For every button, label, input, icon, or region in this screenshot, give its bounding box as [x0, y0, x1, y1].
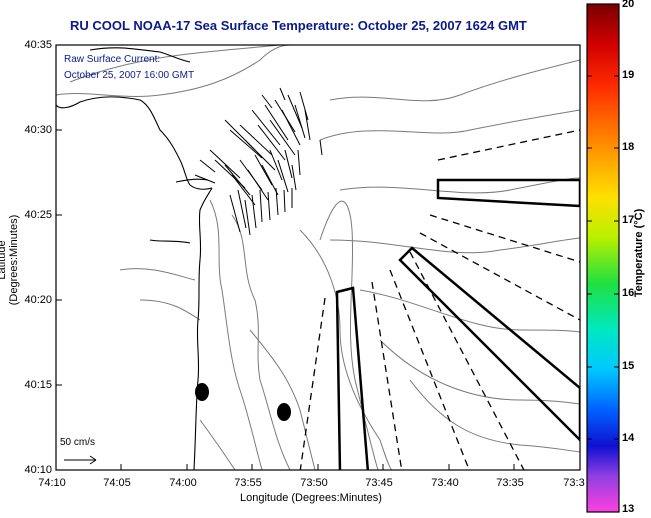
x-tick-label: 73:55 — [234, 477, 262, 489]
current-vectors — [194, 87, 323, 236]
colorbar-tick: 20 — [622, 0, 635, 10]
colorbar-tick: 19 — [622, 69, 635, 81]
x-tick-label: 73:35 — [496, 477, 524, 489]
bathymetry-contours — [56, 45, 580, 470]
colorbar-tick: 13 — [622, 503, 635, 515]
y-tick-label: 40:25 — [24, 209, 52, 221]
buoy-marker — [277, 403, 291, 421]
y-tick-label: 40:35 — [24, 39, 52, 51]
x-tick-label: 74:05 — [103, 477, 131, 489]
x-tick-label: 73:40 — [431, 477, 459, 489]
colorbar-label: Temperature (°C) — [633, 208, 645, 298]
x-tick-label: 73:3 — [563, 477, 585, 489]
x-axis-label: Longitude (Degrees:Minutes) — [240, 492, 382, 504]
colorbar — [586, 3, 620, 513]
y-tick-label: 40:30 — [24, 124, 52, 136]
scale-label: 50 cm/s — [60, 437, 96, 448]
radar-beam-edges — [299, 129, 580, 470]
colorbar-tick: 15 — [622, 360, 635, 372]
coastline — [56, 47, 213, 470]
scale-arrow — [64, 455, 97, 465]
y-axis-label: Latitude (Degrees:Minutes) — [0, 214, 20, 306]
y-tick-label: 40:20 — [24, 294, 52, 306]
annotation-line-2: October 25, 2007 16:00 GMT — [64, 70, 195, 81]
x-tick-label: 74:10 — [38, 477, 66, 489]
x-tick-label: 73:50 — [300, 477, 328, 489]
plot-frame — [55, 44, 581, 471]
annotation-line-1: Raw Surface Current: — [64, 54, 161, 65]
y-tick-label: 40:10 — [24, 464, 52, 476]
radar-boxes — [335, 178, 580, 470]
x-tick-label: 73:45 — [365, 477, 393, 489]
buoy-marker — [195, 383, 209, 401]
colorbar-tick: 14 — [622, 432, 635, 444]
y-tick-label: 40:15 — [24, 379, 52, 391]
colorbar-tick: 17 — [622, 214, 635, 226]
figure-title: RU COOL NOAA-17 Sea Surface Temperature:… — [70, 18, 527, 33]
x-tick-label: 74:00 — [169, 477, 197, 489]
colorbar-tick: 18 — [622, 141, 635, 153]
colorbar-tick: 16 — [622, 287, 635, 299]
